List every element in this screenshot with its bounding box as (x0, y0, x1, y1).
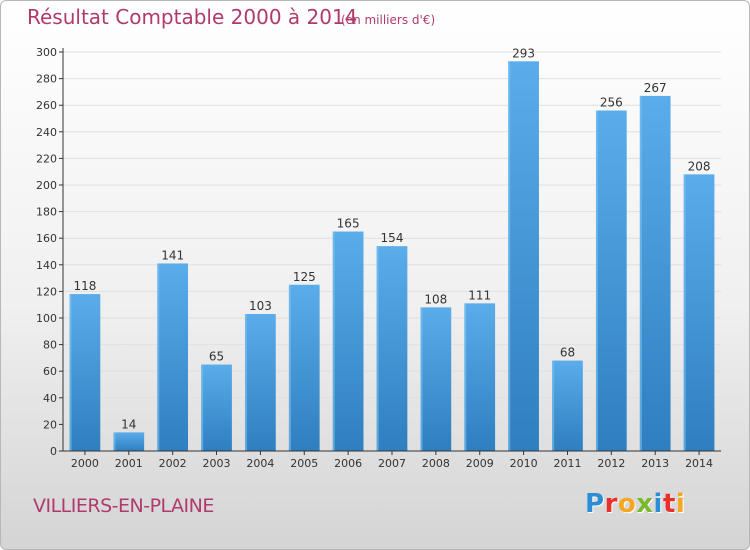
x-tick-label: 2010 (510, 457, 538, 470)
y-tick-label: 220 (36, 152, 57, 165)
logo-letter: i (653, 489, 663, 519)
bar (69, 294, 101, 451)
x-tick-label: 2003 (203, 457, 231, 470)
data-label: 267 (644, 81, 667, 95)
x-tick-label: 2004 (246, 457, 274, 470)
y-tick-label: 200 (36, 179, 57, 192)
x-tick-label: 2001 (115, 457, 143, 470)
bar (201, 364, 232, 451)
bar-highlight (332, 231, 335, 451)
data-label: 141 (161, 248, 184, 262)
bar-highlight (201, 364, 204, 451)
x-tick-label: 2014 (685, 457, 713, 470)
data-label: 118 (73, 279, 96, 293)
x-tick-label: 2005 (290, 457, 318, 470)
bar (683, 174, 715, 452)
y-tick-label: 120 (36, 285, 57, 298)
bar (376, 246, 408, 451)
data-label: 111 (468, 288, 491, 302)
x-tick-label: 2009 (466, 457, 494, 470)
y-tick-label: 20 (43, 418, 57, 431)
x-tick-label: 2007 (378, 457, 406, 470)
bar-highlight (683, 174, 686, 452)
x-tick-label: 2013 (641, 457, 669, 470)
city-name: VILLIERS-EN-PLAINE (33, 495, 214, 517)
x-tick-label: 2008 (422, 457, 450, 470)
bar (552, 360, 583, 451)
x-tick-label: 2000 (71, 457, 99, 470)
y-tick-label: 240 (36, 126, 57, 139)
bar-highlight (639, 95, 642, 451)
y-tick-label: 180 (36, 206, 57, 219)
bar-highlight (508, 61, 511, 452)
bar-layer: 118 14 141 65 103 125 165 154 108 111 293 68 256 267 2… (69, 46, 715, 452)
bar-highlight (464, 303, 467, 451)
bar (508, 61, 539, 452)
data-label: 293 (512, 46, 535, 60)
y-tick-label: 60 (43, 365, 57, 378)
logo-letter: x (636, 489, 654, 519)
axis-layer: 0 20 40 60 80 100 120 140 160 180 200 220 240 260 280 3… (36, 46, 721, 470)
y-tick-label: 260 (36, 99, 57, 112)
bar (245, 314, 276, 451)
logo-letter: o (617, 489, 637, 519)
bar (332, 231, 364, 451)
data-label: 65 (209, 350, 224, 364)
logo-letter: i (675, 489, 686, 519)
y-tick-label: 100 (36, 312, 57, 325)
bar-highlight (288, 284, 291, 451)
x-tick-label: 2002 (159, 457, 187, 470)
bar (639, 95, 671, 451)
y-tick-label: 280 (36, 73, 57, 86)
bar-highlight (69, 294, 72, 451)
bar (288, 284, 320, 451)
bar (113, 432, 145, 451)
bar-highlight (157, 263, 160, 451)
bar (157, 263, 189, 451)
y-tick-label: 0 (50, 445, 57, 458)
y-tick-label: 40 (43, 392, 57, 405)
bar (464, 303, 496, 451)
data-label: 108 (424, 292, 447, 306)
proxiti-logo[interactable]: Proxiti (585, 489, 685, 519)
logo-letter: r (604, 489, 618, 519)
bar-highlight (420, 307, 423, 451)
bar-highlight (595, 110, 598, 452)
y-tick-label: 140 (36, 259, 57, 272)
y-tick-label: 160 (36, 232, 57, 245)
bar (420, 307, 452, 451)
bar (595, 110, 627, 452)
x-tick-label: 2012 (597, 457, 625, 470)
data-label: 68 (560, 346, 575, 360)
data-label: 14 (121, 417, 136, 431)
bar-highlight (113, 432, 116, 451)
bar-highlight (245, 314, 248, 451)
logo-letter: t (662, 489, 676, 519)
y-tick-label: 80 (43, 339, 57, 352)
data-label: 208 (688, 159, 711, 173)
chart-title: Résultat Comptable 2000 à 2014 (27, 5, 358, 29)
data-label: 103 (249, 299, 272, 313)
y-tick-label: 300 (36, 46, 57, 59)
bar-highlight (376, 246, 379, 451)
data-label: 154 (381, 231, 404, 245)
bar-highlight (552, 360, 555, 451)
x-tick-label: 2011 (553, 457, 581, 470)
data-label: 165 (337, 217, 360, 231)
x-tick-label: 2006 (334, 457, 362, 470)
data-label: 256 (600, 96, 623, 110)
chart-subtitle: (en milliers d'€) (341, 13, 436, 27)
logo-letter: P (585, 489, 605, 519)
data-label: 125 (293, 270, 316, 284)
